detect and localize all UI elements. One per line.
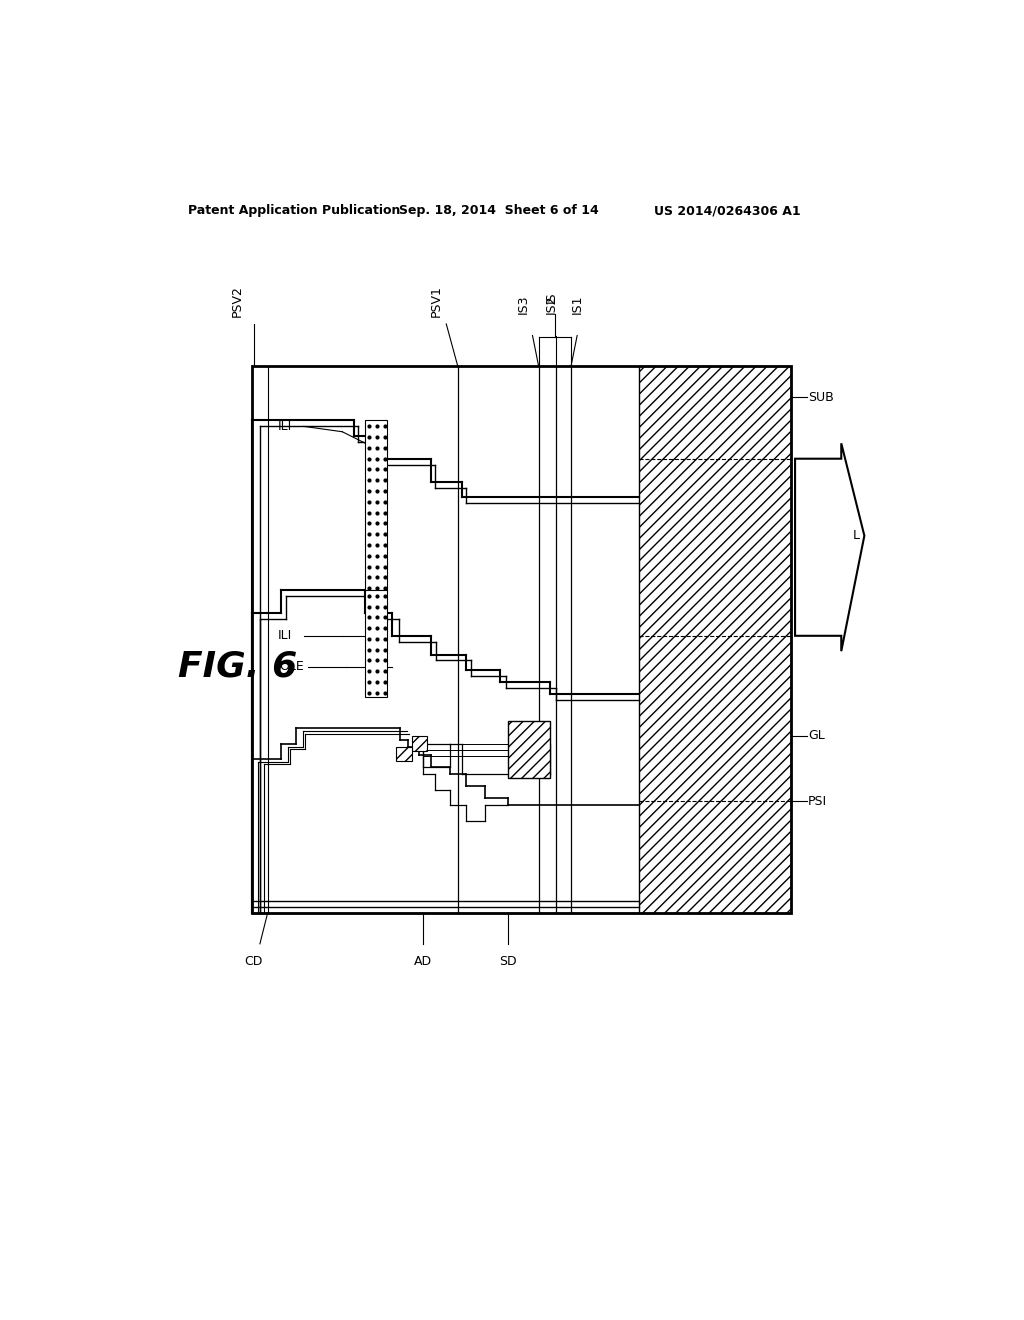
Bar [639, 367, 792, 913]
Text: Patent Application Publication: Patent Application Publication [188, 205, 400, 218]
Text: IS: IS [545, 292, 557, 302]
Text: AD: AD [414, 956, 432, 969]
Bar [366, 590, 387, 697]
Bar [412, 737, 427, 751]
Bar [396, 747, 412, 762]
Text: GL: GL [808, 730, 825, 742]
Text: L: L [853, 529, 860, 543]
Text: OLE: OLE [280, 660, 304, 673]
Text: IS3: IS3 [517, 294, 529, 314]
Text: IS2: IS2 [545, 294, 557, 314]
Text: PSV1: PSV1 [430, 285, 442, 317]
Text: SD: SD [499, 956, 517, 969]
Text: FIG. 6: FIG. 6 [178, 649, 298, 684]
Text: SUB: SUB [808, 391, 834, 404]
Bar [366, 420, 387, 590]
Bar [508, 721, 550, 779]
Bar [252, 367, 792, 913]
Text: CD: CD [245, 956, 263, 969]
Text: US 2014/0264306 A1: US 2014/0264306 A1 [654, 205, 801, 218]
Text: ILI: ILI [278, 420, 292, 433]
Text: PSI: PSI [808, 795, 827, 808]
Text: PSV2: PSV2 [230, 285, 244, 317]
Text: Sep. 18, 2014  Sheet 6 of 14: Sep. 18, 2014 Sheet 6 of 14 [398, 205, 598, 218]
Text: IS1: IS1 [570, 294, 584, 314]
Text: ILI: ILI [278, 630, 292, 643]
Polygon shape [795, 444, 864, 651]
